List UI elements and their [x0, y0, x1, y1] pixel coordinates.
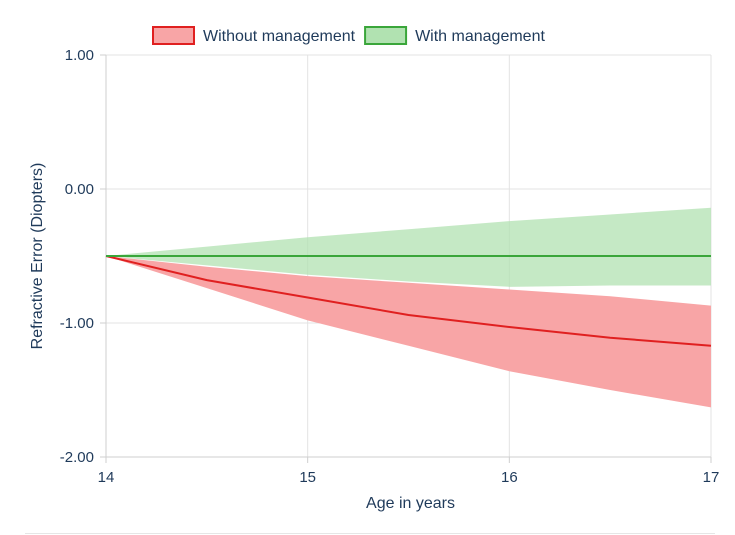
without-management-line	[105, 255, 712, 347]
x-tick-label: 15	[299, 469, 316, 486]
y-tick-label: -2.00	[60, 449, 94, 466]
y-tick-label: 0.00	[65, 181, 94, 198]
x-tick-label: 17	[703, 469, 720, 486]
x-tick-label: 16	[501, 469, 518, 486]
y-tick-label: -1.00	[60, 315, 94, 332]
without-management-band	[106, 256, 711, 408]
legend-swatch-with-management	[364, 26, 408, 45]
x-tick-label: 14	[98, 469, 115, 486]
y-tick-label: 1.00	[65, 47, 94, 64]
legend-swatch-without-management	[152, 26, 195, 45]
bottom-divider	[25, 533, 715, 534]
legend-label-with-management: With management	[415, 28, 545, 45]
with-management-band	[106, 207, 711, 287]
legend-label-without-management: Without management	[203, 28, 356, 45]
y-axis-title: Refractive Error (Diopters)	[29, 163, 46, 350]
x-axis-title: Age in years	[366, 495, 455, 512]
